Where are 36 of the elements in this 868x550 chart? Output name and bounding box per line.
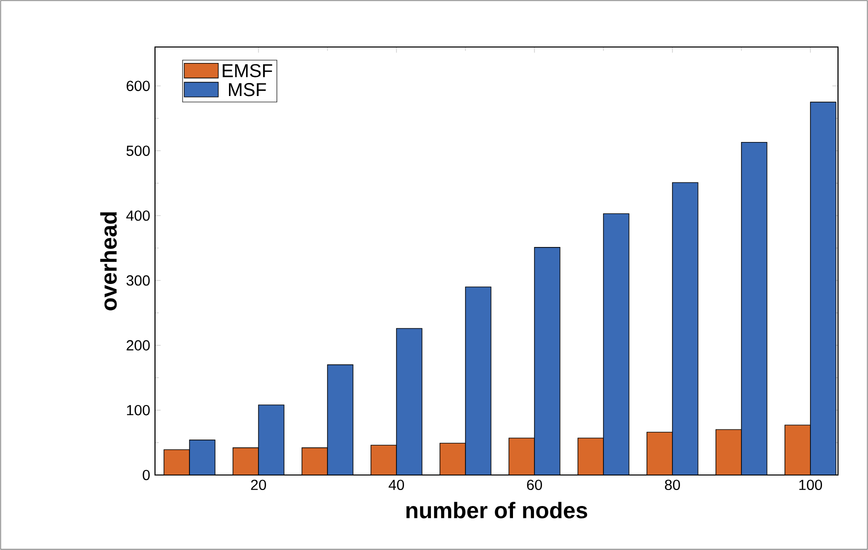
bar — [164, 450, 190, 475]
x-tick-label: 100 — [799, 480, 822, 490]
bar — [810, 102, 836, 475]
bar — [603, 214, 629, 475]
bar — [741, 142, 767, 475]
y-tick-label: 300 — [126, 275, 150, 286]
bar — [508, 438, 534, 475]
bar — [578, 438, 604, 475]
y-tick-label: 0 — [142, 470, 150, 480]
bar — [784, 424, 811, 475]
bar — [258, 404, 284, 475]
y-tick-label: 500 — [126, 146, 150, 156]
x-tick-label: 80 — [664, 480, 680, 490]
legend-label: MSF — [228, 83, 266, 96]
bar — [302, 448, 328, 475]
bar — [672, 182, 698, 475]
bar — [370, 445, 396, 475]
y-tick-label: 400 — [126, 210, 150, 221]
y-axis-title: overhead — [100, 212, 117, 310]
bar — [396, 328, 422, 475]
bar — [646, 432, 672, 475]
bar — [232, 448, 258, 475]
bar — [534, 247, 560, 475]
x-tick-label: 40 — [388, 480, 404, 490]
legend-label: EMSF — [222, 64, 272, 78]
x-tick-label: 60 — [527, 480, 542, 490]
y-tick-label: 200 — [126, 340, 150, 350]
bar — [465, 286, 491, 475]
bar — [440, 443, 466, 475]
y-tick-label: 100 — [127, 404, 150, 416]
bar — [189, 440, 216, 475]
x-axis-title: number of nodes — [406, 502, 588, 518]
bar — [327, 364, 354, 475]
x-tick-label: 20 — [251, 480, 266, 490]
y-tick-label: 600 — [126, 80, 150, 92]
bar — [716, 430, 742, 475]
